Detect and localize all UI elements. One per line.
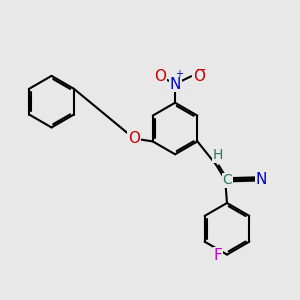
Text: +: + (175, 69, 183, 80)
Text: F: F (214, 248, 222, 263)
Text: O: O (128, 131, 140, 146)
Text: O: O (193, 69, 205, 84)
Text: C: C (223, 173, 232, 188)
Text: O: O (154, 69, 166, 84)
Text: −: − (196, 64, 206, 76)
Text: H: H (212, 148, 223, 162)
Text: N: N (169, 76, 181, 92)
Text: N: N (255, 172, 267, 187)
